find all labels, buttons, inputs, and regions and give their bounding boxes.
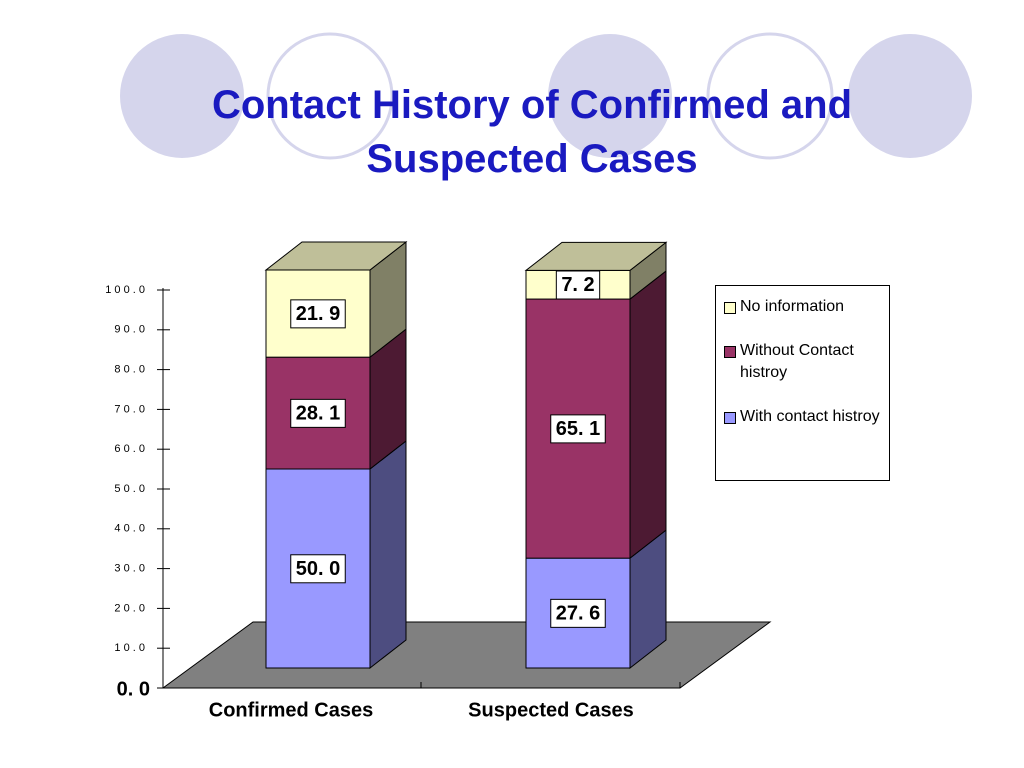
value-label-text: 27. 6 — [556, 602, 600, 624]
y-tick-label: 1 0 0 . 0 — [105, 284, 145, 296]
value-label: 7. 2 — [555, 270, 601, 300]
value-label-text: 21. 9 — [296, 303, 340, 325]
bar-side — [629, 270, 667, 560]
value-label: 50. 0 — [290, 554, 346, 584]
y-tick-label: 9 0 . 0 — [114, 324, 145, 336]
y-tick-label: 3 0 . 0 — [114, 563, 145, 575]
value-label: 27. 6 — [550, 598, 606, 628]
x-tick-label: Suspected Cases — [468, 699, 634, 721]
legend-item: With contact histroy — [724, 406, 881, 428]
legend-swatch — [724, 412, 736, 424]
value-label-text: 65. 1 — [556, 418, 600, 440]
legend-label: No information — [740, 298, 845, 315]
y-tick-label: 1 0 . 0 — [114, 642, 145, 654]
legend-swatch — [724, 302, 736, 314]
bar-top — [264, 241, 408, 271]
value-label-text: 7. 2 — [561, 274, 594, 296]
value-label: 65. 1 — [550, 414, 606, 444]
legend-label: With contact histroy — [740, 408, 880, 425]
y-tick-label: 5 0 . 0 — [114, 483, 145, 495]
bar-side — [369, 439, 407, 670]
y-tick-label: 7 0 . 0 — [114, 403, 145, 415]
y-tick-label: 4 0 . 0 — [114, 523, 145, 535]
value-label-box — [550, 414, 606, 444]
legend: No information Without Contact histroy Wit… — [715, 285, 890, 481]
floor — [161, 621, 772, 689]
value-label: 21. 9 — [290, 299, 346, 329]
x-tick-label: Confirmed Cases — [209, 699, 374, 721]
bar-top — [524, 241, 668, 271]
y-tick-label: 6 0 . 0 — [114, 443, 145, 455]
value-label-box — [555, 270, 601, 300]
value-label-box — [550, 598, 606, 628]
legend-item: No information — [724, 296, 881, 318]
legend-item: Without Contact histroy — [724, 340, 881, 384]
value-label-box — [290, 554, 346, 584]
y-tick-label: 8 0 . 0 — [114, 364, 145, 376]
decoration — [120, 32, 972, 160]
value-label: 28. 1 — [290, 398, 346, 428]
value-label-box — [290, 299, 346, 329]
legend-label: Without Contact histroy — [740, 342, 854, 381]
value-label-box — [290, 398, 346, 428]
y-tick-label: 0. 0 — [117, 678, 150, 700]
value-label-text: 50. 0 — [296, 558, 340, 580]
value-label-text: 28. 1 — [296, 402, 340, 424]
legend-swatch — [724, 346, 736, 358]
y-tick-label: 2 0 . 0 — [114, 602, 145, 614]
chart-title: Contact History of Confirmed and Suspect… — [211, 83, 853, 181]
